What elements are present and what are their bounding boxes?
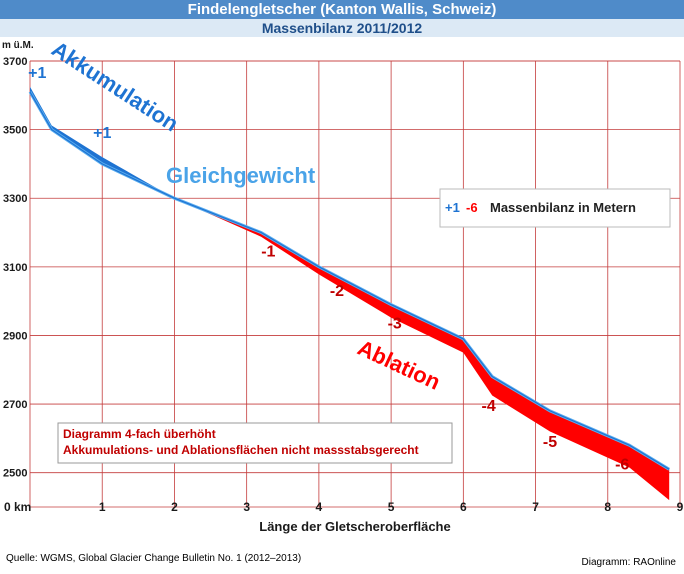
x-tick-label: 7 xyxy=(532,500,539,514)
legend-text: Massenbilanz in Metern xyxy=(490,200,636,215)
y-axis-label: m ü.M. xyxy=(2,40,34,51)
y-tick-label: 3700 xyxy=(3,56,27,68)
credit-text: Diagramm: RAOnline xyxy=(581,557,676,568)
x-tick-label: 1 xyxy=(99,500,106,514)
x-axis-label: Länge der Gletscheroberfläche xyxy=(259,519,450,534)
legend-plus: +1 xyxy=(445,200,460,215)
surface-line xyxy=(28,91,670,471)
y-tick-label: 2500 xyxy=(3,468,27,480)
balance-label: -2 xyxy=(330,283,344,300)
legend-box xyxy=(439,188,671,228)
y-tick-label: 3300 xyxy=(3,193,27,205)
note-line: Diagramm 4-fach überhöht xyxy=(63,427,216,441)
balance-label: +1 xyxy=(93,125,111,142)
zone-label-equilibrium: Gleichgewicht xyxy=(166,163,316,188)
balance-label: -1 xyxy=(261,244,275,261)
balance-areas xyxy=(28,86,670,501)
x-tick-label: 3 xyxy=(243,500,250,514)
tick-labels: 2500 2700 2900 3100 3300 3500 3700 m ü.M. 0 km 1 2… xyxy=(2,40,684,534)
y-tick-label: 2900 xyxy=(3,330,27,342)
y-tick-label: 3100 xyxy=(3,262,27,274)
balance-label: -4 xyxy=(481,398,495,415)
balance-label: -5 xyxy=(543,434,557,451)
legend-minus: -6 xyxy=(466,200,478,215)
legend: +1 -6 Massenbilanz in Metern xyxy=(439,188,671,228)
chart-title: Findelengletscher (Kanton Wallis, Schwei… xyxy=(0,0,684,19)
x-tick-label: 9 xyxy=(677,500,684,514)
ablation-area xyxy=(174,198,670,501)
x-tick-label: 5 xyxy=(388,500,395,514)
note-box: Diagramm 4-fach überhöht Akkumulations- u… xyxy=(57,422,453,464)
zone-label-ablation: Ablation xyxy=(354,335,444,395)
balance-label: +1 xyxy=(28,65,46,82)
surface-line-core xyxy=(29,91,670,470)
source-text: Quelle: WGMS, Global Glacier Change Bull… xyxy=(6,553,302,564)
x-tick-label: 6 xyxy=(460,500,467,514)
x-tick-label: 2 xyxy=(171,500,178,514)
zone-label-accumulation: Akkumulation xyxy=(47,37,183,136)
chart-subtitle: Massenbilanz 2011/2012 xyxy=(0,19,684,37)
gridlines xyxy=(29,60,681,508)
x-tick-label: 4 xyxy=(316,500,323,514)
y-tick-label: 2700 xyxy=(3,399,27,411)
y-tick-label: 3500 xyxy=(3,125,27,137)
balance-label: -3 xyxy=(388,316,402,333)
balance-label: -6 xyxy=(615,456,629,473)
note-line: Akkumulations- und Ablationsflächen nich… xyxy=(63,443,419,457)
x-tick-label: 0 km xyxy=(4,500,31,514)
note-box-frame xyxy=(57,422,453,464)
mass-balance-chart: 2500 2700 2900 3100 3300 3500 3700 m ü.M. 0 km 1 2… xyxy=(2,37,684,534)
x-tick-label: 8 xyxy=(604,500,611,514)
